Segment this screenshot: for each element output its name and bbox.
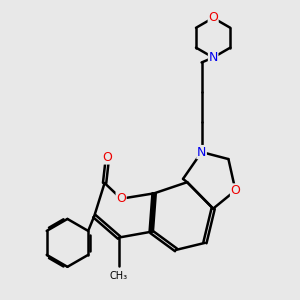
Text: N: N [208,51,218,64]
Text: O: O [103,151,112,164]
Text: CH₃: CH₃ [110,271,128,281]
Text: O: O [230,184,240,197]
Text: N: N [197,146,206,159]
Text: O: O [116,192,126,205]
Text: O: O [208,11,218,24]
